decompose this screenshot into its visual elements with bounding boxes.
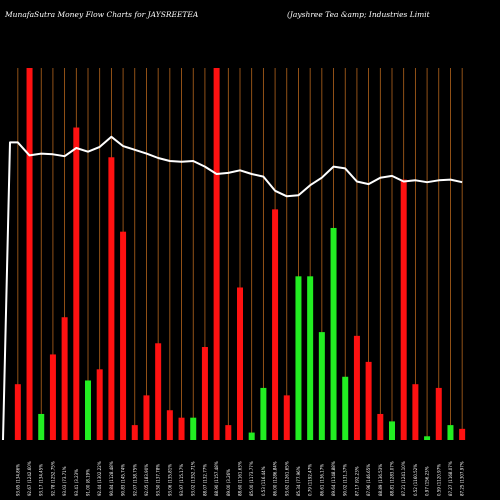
x-tick-label: 90.84 (1128.48% [109,461,114,496]
x-tick-label: 90.02 (131.37% [343,464,348,496]
money-flow-bar [108,157,115,440]
x-tick-labels: 93.65 (134.86% 92.67 (1242.60% 93.17 (134.… [15,461,464,496]
money-flow-bar [96,369,103,440]
money-flow-bar [49,354,56,440]
money-flow-bars [14,68,466,441]
money-flow-bar [131,425,138,440]
money-flow-bar [143,395,150,440]
x-tick-label: 0.97 (156.23% [425,466,430,496]
x-tick-label: 92.05 (183.90% [144,464,149,496]
x-tick-label: 93.50 (137.78% [156,464,161,496]
x-tick-label: 88.81 (1283.07% [390,461,395,496]
x-tick-label: 92.78 (1252.75% [50,461,55,496]
x-tick-label: 92.67 (1242.60% [27,461,32,496]
money-flow-bar [424,436,431,440]
money-flow-bar [307,276,314,440]
x-tick-label: 86.61 (136.17% [319,464,324,496]
money-flow-bar [225,425,232,440]
x-tick-label: 93.17 (134.45% [39,464,44,496]
money-flow-bar [283,395,290,440]
x-tick-label: 87.27 (1168.07% [448,461,453,496]
x-tick-label: 93.97 (115.17% [179,464,184,496]
money-flow-bar [38,413,45,440]
money-flow-bar [120,231,127,440]
money-flow-bar [412,384,419,440]
x-tick-label: 88.60 (1161.63% [238,461,243,496]
money-flow-bar [248,432,255,440]
x-tick-label: 92.44 (1302.22% [97,461,102,496]
x-tick-label: 88.07 (132.77% [202,464,207,496]
money-flow-bar [73,127,80,441]
x-tick-label: 0.53 (116.44% [261,466,266,496]
x-tick-label: 92.07 (138.75% [132,464,137,496]
chart-title-left: MunafaSutra Money Flow Charts for JAYSRE… [4,10,199,19]
money-flow-bar [26,68,33,440]
money-flow-bar [295,276,302,440]
x-tick-label: 91.00 (8.19% [86,469,91,496]
x-tick-label: 93.62 (1261.65% [284,461,289,496]
money-flow-bar [14,384,21,440]
x-tick-label: 86.00 (1286.84% [273,461,278,496]
money-flow-bar [459,428,466,440]
x-tick-label: 93.65 (134.86% [15,464,20,496]
x-tick-label: 93.41 (3.23% [74,469,79,496]
money-flow-bar [213,68,220,440]
money-flow-line-group [2,135,463,441]
money-flow-bar [353,335,360,440]
x-tick-label: 89.64 (1148.88% [331,461,336,496]
x-tick-label: 87.25 (1307.97% [460,461,465,496]
x-tick-label: 85.00 (1173.77% [249,461,254,496]
money-flow-bar [166,410,173,440]
money-flow-bar [389,421,395,440]
x-tick-label: 88.90 (1157.48% [214,461,219,496]
money-flow-bar [342,376,349,440]
money-flow-bar [61,317,68,440]
money-flow-bar [400,179,407,440]
x-tick-label: 0.52 (1160.52% [413,464,418,496]
x-tick-label: 87.21 (1241.10% [401,461,406,496]
x-tick-label: 87.17 (92.23% [354,466,359,496]
x-tick-label: 90.83 (145.74% [121,464,126,496]
money-flow-bar [272,209,279,440]
money-flow-bar [447,425,454,440]
money-flow-bar [237,287,243,440]
x-tick-label: 93.06 (135.81% [167,464,172,496]
money-flow-bar [155,343,162,440]
money-flow-bar [377,413,384,440]
money-flow-bar [365,361,372,440]
money-flow-line [2,135,463,441]
x-tick-label: 89.00 (3.26% [226,469,231,496]
x-tick-label: 85.34 (77.96% [296,466,301,496]
money-flow-bar [85,380,91,440]
x-tick-label: 93.02 (1352.71% [191,461,196,496]
x-tick-label: 0.59 (1120.97% [436,464,441,496]
money-flow-bar [318,332,325,440]
money-flow-bar [190,417,197,440]
x-tick-label: 88.89 (136.53% [378,464,383,496]
money-flow-bar [201,347,208,440]
x-tick-label: 87.96 (146.65% [366,464,371,496]
money-flow-bar [260,387,267,440]
money-flow-bar [435,387,442,440]
x-tick-label: 93.03 (73.71% [62,466,67,496]
chart-title-right: (Jayshree Tea &amp; Industries Limit [287,10,431,19]
money-flow-bar [330,227,337,440]
x-tick-label: 0.79 (1192.47% [308,464,313,496]
money-flow-bar [178,417,185,440]
